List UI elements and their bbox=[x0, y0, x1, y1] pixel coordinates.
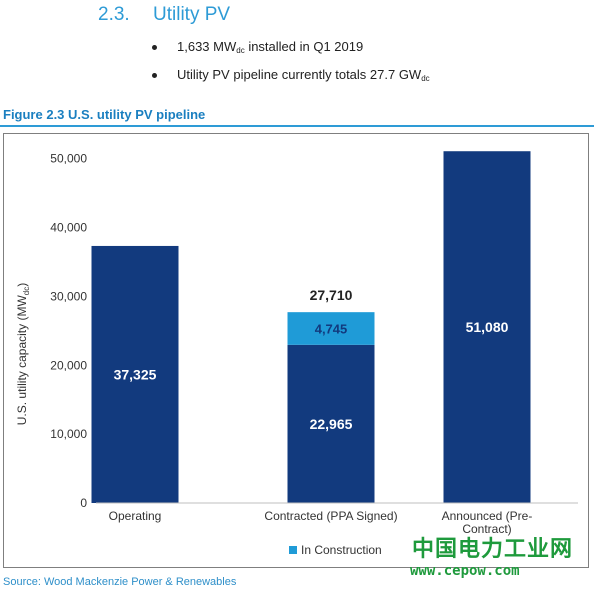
section-heading: 2.3. Utility PV bbox=[98, 4, 230, 26]
figure-title: Figure 2.3 U.S. utility PV pipeline bbox=[3, 107, 206, 122]
y-tick-label: 40,000 bbox=[50, 221, 87, 235]
bullet-dot-icon bbox=[152, 45, 157, 50]
legend-label-in-construction: In Construction bbox=[301, 543, 382, 557]
y-axis-label-sub: dc bbox=[22, 287, 31, 295]
bullet-text: 1,633 MW bbox=[177, 39, 237, 54]
legend-swatch-in-construction bbox=[289, 546, 297, 554]
bar-value-label: 51,080 bbox=[466, 319, 509, 335]
watermark-logo-text: 中国电力工业网 bbox=[412, 536, 574, 561]
bullet-text: Utility PV pipeline currently totals 27.… bbox=[177, 67, 422, 82]
source-note: Source: Wood Mackenzie Power & Renewable… bbox=[3, 576, 237, 588]
bullet-text-rest: installed in Q1 2019 bbox=[244, 39, 364, 54]
watermark-url: www.cepow.com bbox=[410, 563, 520, 579]
y-axis-label-main: U.S. utility capacity (MW bbox=[15, 295, 29, 426]
chart-legend: In Construction bbox=[289, 543, 382, 557]
x-category-label: Operating bbox=[109, 509, 162, 523]
bar-value-label: 37,325 bbox=[114, 366, 157, 382]
bar-value-label: 22,965 bbox=[310, 416, 353, 432]
bar-total-label: 27,710 bbox=[310, 287, 353, 303]
chart-frame: U.S. utility capacity (MWdc) 0 10,000 20,0… bbox=[3, 133, 589, 568]
bullet-item: Utility PV pipeline currently totals 27.… bbox=[150, 64, 430, 92]
y-tick-label: 30,000 bbox=[50, 289, 87, 303]
x-category-label: Contracted (PPA Signed) bbox=[264, 509, 397, 523]
y-tick-label: 20,000 bbox=[50, 358, 87, 372]
y-tick-label: 10,000 bbox=[50, 427, 87, 441]
bullet-dot-icon bbox=[152, 73, 157, 78]
bullet-subscript: dc bbox=[421, 74, 430, 83]
bullet-list: 1,633 MWdc installed in Q1 2019 Utility … bbox=[150, 36, 430, 92]
y-tick-label: 0 bbox=[80, 496, 87, 510]
y-tick-label: 50,000 bbox=[50, 152, 87, 166]
bar-value-label: 4,745 bbox=[315, 322, 348, 337]
x-category-label: Contract) bbox=[462, 522, 511, 536]
y-axis-label: U.S. utility capacity (MWdc) bbox=[15, 283, 31, 425]
bar-segment bbox=[443, 151, 531, 503]
section-title: Utility PV bbox=[153, 4, 231, 25]
bar-segment bbox=[287, 312, 375, 345]
bar-segment bbox=[91, 245, 179, 503]
bullet-subscript: dc bbox=[236, 46, 245, 55]
bar-segment bbox=[287, 344, 375, 503]
bar-chart: U.S. utility capacity (MWdc) 0 10,000 20,0… bbox=[15, 151, 578, 557]
x-category-label: Announced (Pre- bbox=[442, 509, 533, 523]
bullet-item: 1,633 MWdc installed in Q1 2019 bbox=[150, 36, 430, 64]
section-number: 2.3. bbox=[98, 4, 130, 25]
figure-title-rule bbox=[0, 125, 594, 127]
